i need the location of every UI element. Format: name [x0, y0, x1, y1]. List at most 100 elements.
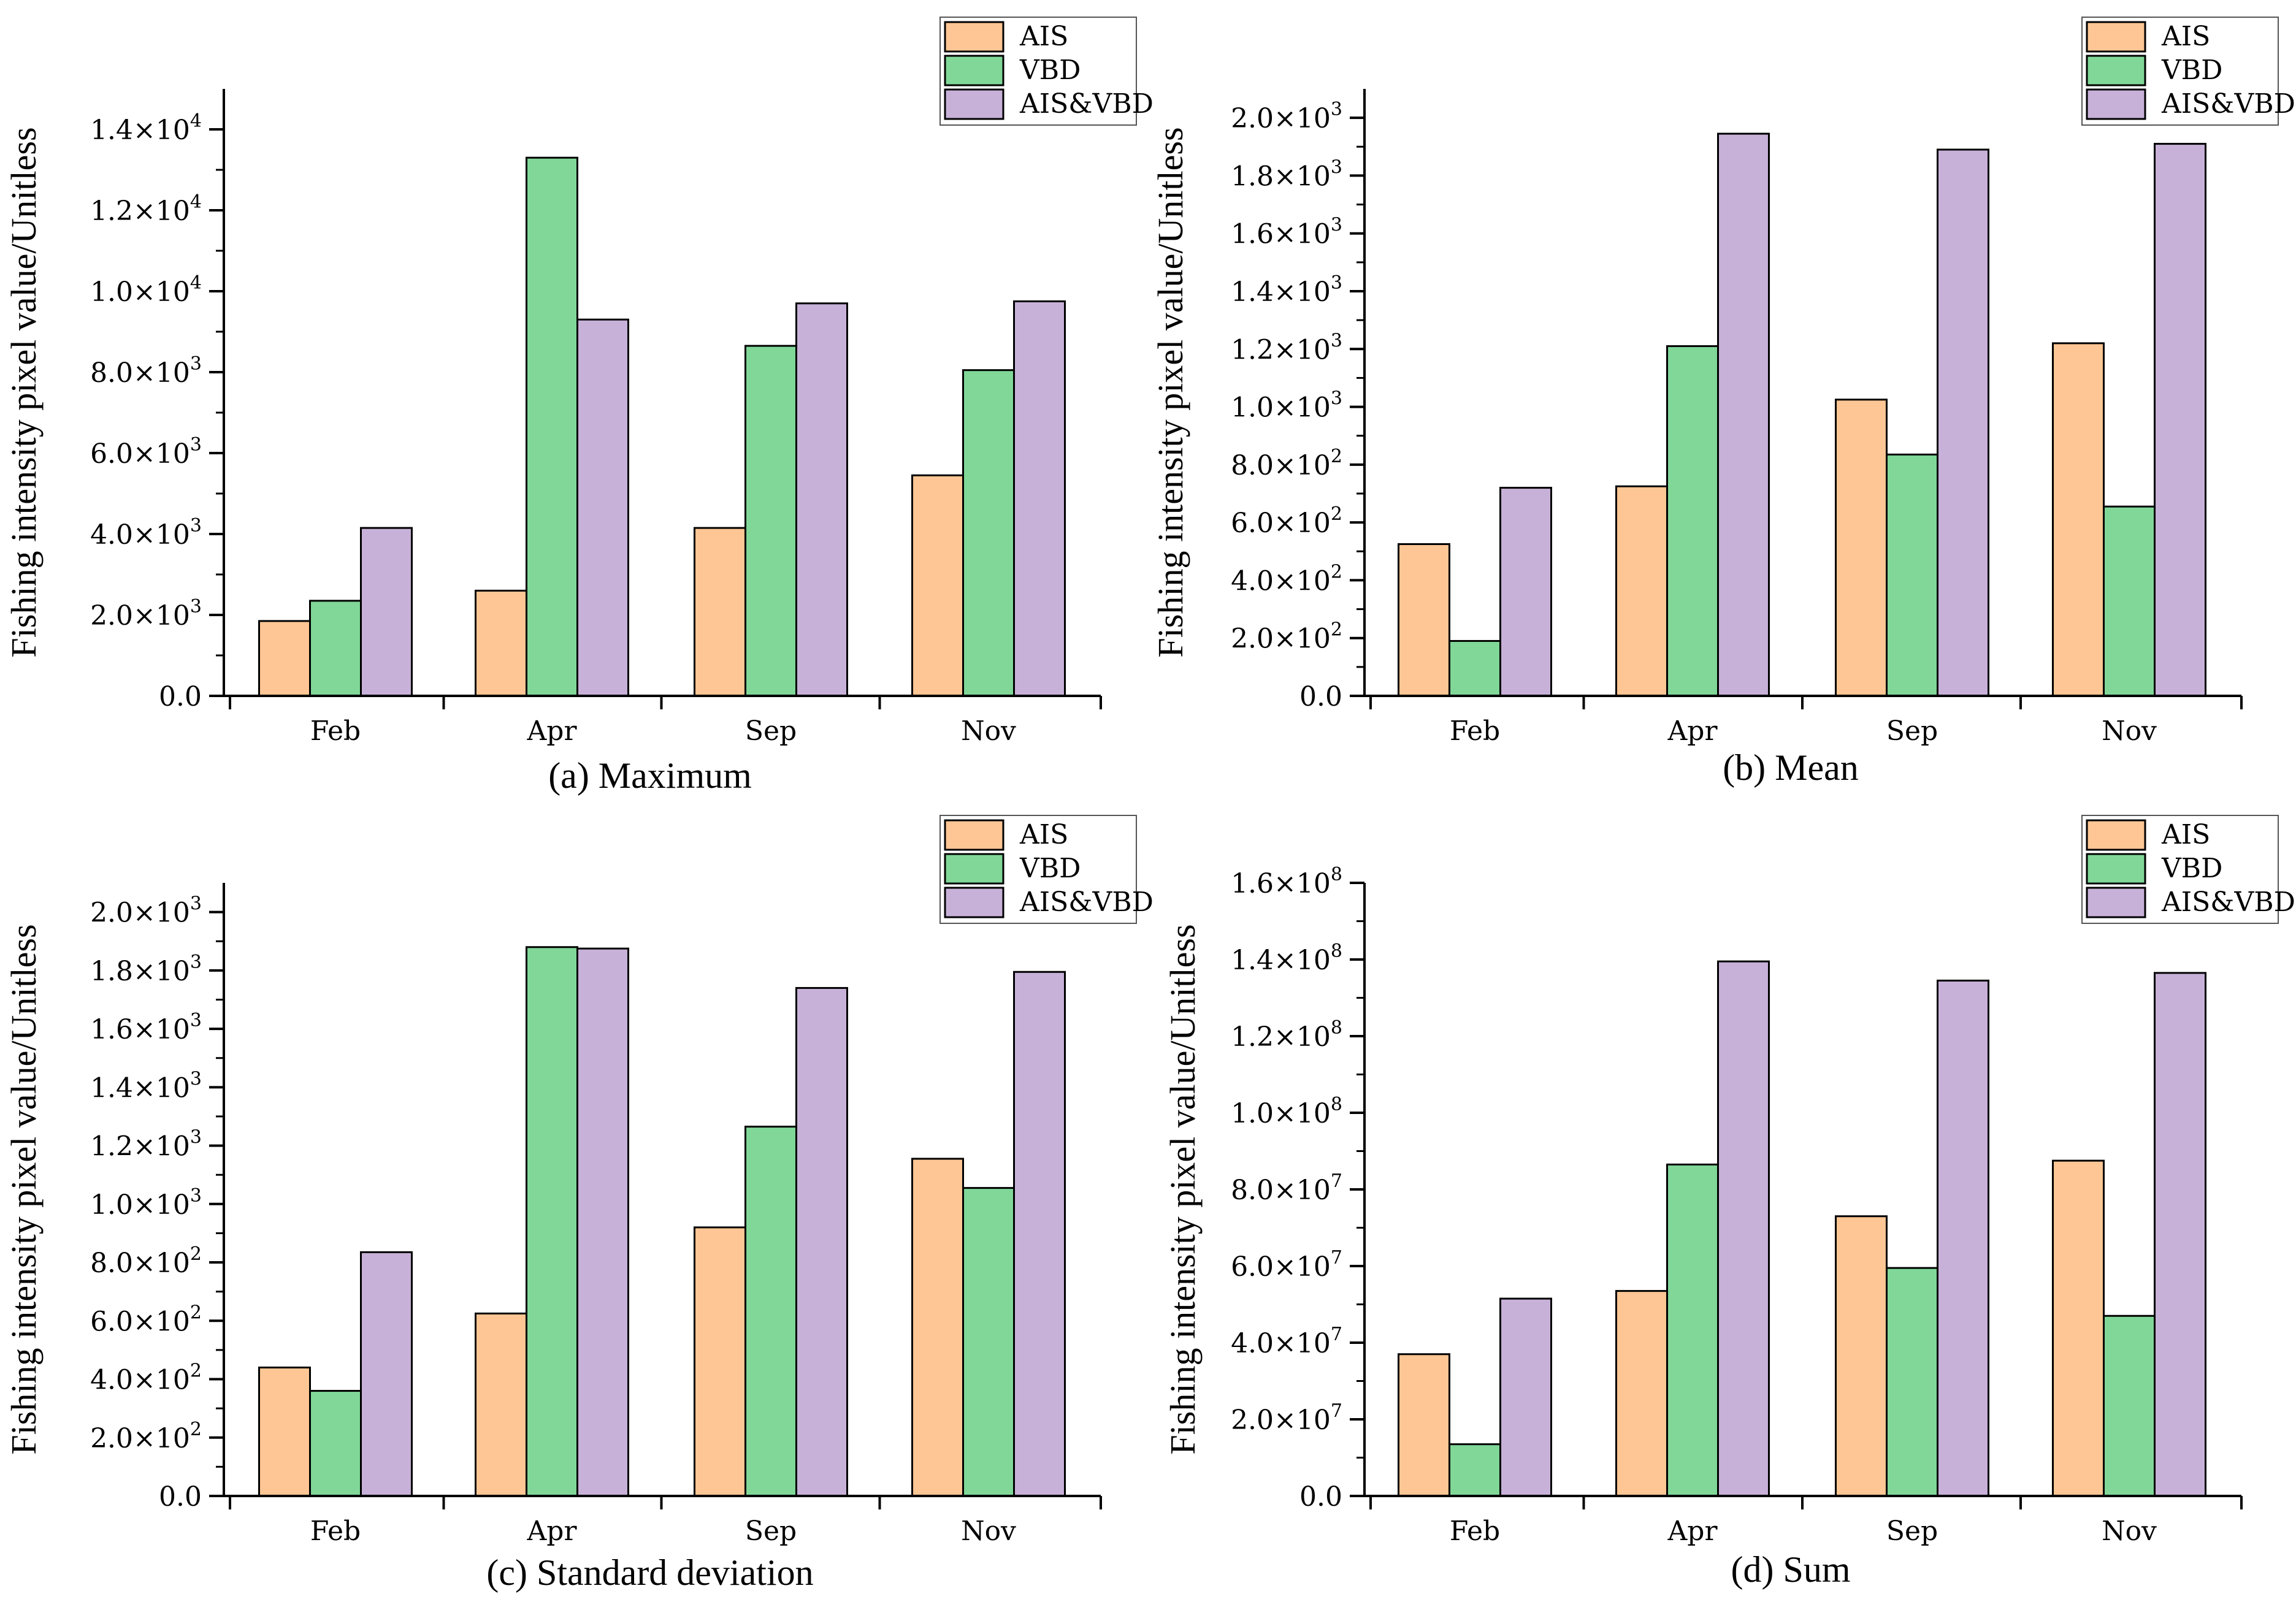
- x-tick-label: Feb: [310, 1516, 361, 1547]
- bar-vbd-sep: [744, 1126, 797, 1497]
- bar-vbd-nov: [2103, 505, 2156, 697]
- bar-ais-vbd-sep: [795, 302, 848, 697]
- y-tick-label: 2.0×102: [90, 1419, 202, 1454]
- y-tick-label: 0.0: [1299, 1481, 1342, 1513]
- y-axis-label: Fishing intensity pixel value/Unitless: [4, 127, 44, 657]
- y-tick-label: 6.0×102: [1231, 503, 1342, 539]
- bar-vbd-nov: [2103, 1314, 2156, 1497]
- x-tick-label: Apr: [527, 715, 578, 747]
- y-tick-label: 1.2×108: [1231, 1017, 1342, 1053]
- y-tick-label: 4.0×107: [1231, 1324, 1342, 1359]
- chart-panel-b: 0.0 2.0×102 4.0×102 6.0×102 8.0×102 1.0×103 1.…: [1150, 17, 2295, 788]
- y-tick-label: 1.0×103: [1231, 388, 1342, 424]
- x-tick-label: Apr: [1667, 1516, 1718, 1547]
- bar-ais-vbd-feb: [1499, 1297, 1552, 1497]
- legend-swatch-ais: [2086, 21, 2146, 53]
- y-tick-label: 0.0: [159, 1481, 202, 1513]
- legend-label: VBD: [2161, 55, 2222, 86]
- bar-ais-nov: [911, 474, 964, 697]
- y-tick-label: 8.0×102: [90, 1243, 202, 1279]
- y-tick-label: 1.4×104: [90, 110, 202, 146]
- y-tick-label: 0.0: [1299, 681, 1342, 712]
- chart-caption: (d) Sum: [1731, 1549, 1851, 1590]
- legend-label: AIS&VBD: [1019, 88, 1154, 120]
- bar-vbd-nov: [962, 1187, 1015, 1497]
- chart-caption: (a) Maximum: [548, 755, 752, 796]
- bar-vbd-apr: [1666, 1163, 1719, 1497]
- x-tick-label: Feb: [1450, 715, 1500, 747]
- x-tick-label: Feb: [1450, 1516, 1500, 1547]
- bar-ais-vbd-apr: [576, 318, 629, 697]
- bar-vbd-feb: [309, 600, 362, 697]
- bar-ais-apr: [475, 1312, 527, 1497]
- bar-vbd-apr: [1666, 345, 1719, 697]
- y-tick-label: 2.0×107: [1231, 1400, 1342, 1436]
- bar-vbd-feb: [309, 1390, 362, 1497]
- legend-label: AIS: [1019, 819, 1068, 850]
- legend-label: VBD: [2161, 853, 2222, 884]
- legend-swatch-ais-vbd: [2086, 887, 2146, 918]
- bar-ais-vbd-sep: [795, 986, 848, 1497]
- bar-ais-sep: [1835, 1215, 1888, 1497]
- y-tick-label: 1.2×103: [90, 1127, 202, 1162]
- legend-swatch-vbd: [2086, 55, 2146, 86]
- legend-swatch-ais-vbd: [944, 88, 1005, 120]
- y-tick-label: 1.2×104: [90, 191, 202, 227]
- y-tick-label: 6.0×107: [1231, 1247, 1342, 1283]
- y-tick-label: 1.6×103: [1231, 215, 1342, 250]
- x-tick-label: Sep: [1886, 715, 1938, 747]
- bar-ais-vbd-nov: [2154, 972, 2206, 1497]
- legend-label: VBD: [1019, 55, 1081, 86]
- y-axis-label: Fishing intensity pixel value/Unitless: [4, 924, 44, 1454]
- bar-ais-feb: [258, 1366, 311, 1497]
- x-tick-label: Nov: [2102, 1516, 2157, 1547]
- legend-label: AIS&VBD: [2161, 887, 2295, 918]
- bar-vbd-apr: [526, 156, 578, 697]
- bar-ais-vbd-nov: [1013, 971, 1066, 1497]
- y-tick-label: 4.0×103: [90, 515, 202, 551]
- x-tick-label: Nov: [961, 1516, 1016, 1547]
- y-tick-label: 1.4×103: [90, 1068, 202, 1104]
- legend-swatch-ais-vbd: [2086, 88, 2146, 120]
- chart-panel-c: 0.0 2.0×102 4.0×102 6.0×102 8.0×102 1.0×103 1.…: [4, 815, 1154, 1593]
- legend-swatch-vbd: [944, 853, 1005, 885]
- x-tick-label: Feb: [310, 715, 361, 747]
- y-tick-label: 1.6×103: [90, 1010, 202, 1045]
- y-tick-label: 2.0×103: [90, 596, 202, 631]
- bar-ais-vbd-nov: [2154, 143, 2206, 697]
- y-axis-label: Fishing intensity pixel value/Unitless: [1150, 127, 1190, 657]
- bar-ais-sep: [694, 1226, 746, 1497]
- y-tick-label: 8.0×103: [90, 353, 202, 389]
- y-tick-label: 2.0×102: [1231, 619, 1342, 655]
- bar-ais-feb: [1398, 543, 1450, 697]
- bar-vbd-sep: [744, 345, 797, 697]
- bar-vbd-feb: [1448, 639, 1501, 697]
- bar-ais-sep: [694, 527, 746, 697]
- x-tick-label: Sep: [745, 715, 797, 747]
- bar-ais-apr: [1615, 485, 1668, 697]
- x-tick-label: Sep: [745, 1516, 797, 1547]
- bar-vbd-apr: [526, 946, 578, 1497]
- chart-panel-d: 0.0 2.0×107 4.0×107 6.0×107 8.0×107 1.0×108 1.…: [1163, 815, 2295, 1590]
- bar-vbd-nov: [962, 369, 1015, 697]
- chart-caption: (b) Mean: [1723, 747, 1859, 788]
- y-tick-label: 1.2×103: [1231, 330, 1342, 365]
- bar-ais-vbd-nov: [1013, 300, 1066, 697]
- legend-swatch-ais: [2086, 819, 2146, 851]
- y-tick-label: 1.0×104: [90, 272, 202, 308]
- bar-ais-feb: [1398, 1353, 1450, 1497]
- legend-swatch-vbd: [2086, 853, 2146, 885]
- bar-vbd-feb: [1448, 1443, 1501, 1497]
- y-tick-label: 1.8×103: [1231, 156, 1342, 192]
- legend-label: AIS&VBD: [2161, 88, 2295, 120]
- y-tick-label: 1.6×108: [1231, 864, 1342, 899]
- y-tick-label: 8.0×102: [1231, 446, 1342, 481]
- bar-ais-vbd-sep: [1937, 148, 1989, 697]
- y-tick-label: 8.0×107: [1231, 1170, 1342, 1206]
- chart-caption: (c) Standard deviation: [486, 1552, 813, 1593]
- bar-ais-vbd-apr: [1717, 132, 1770, 697]
- y-tick-label: 6.0×103: [90, 434, 202, 470]
- y-tick-label: 4.0×102: [1231, 561, 1342, 597]
